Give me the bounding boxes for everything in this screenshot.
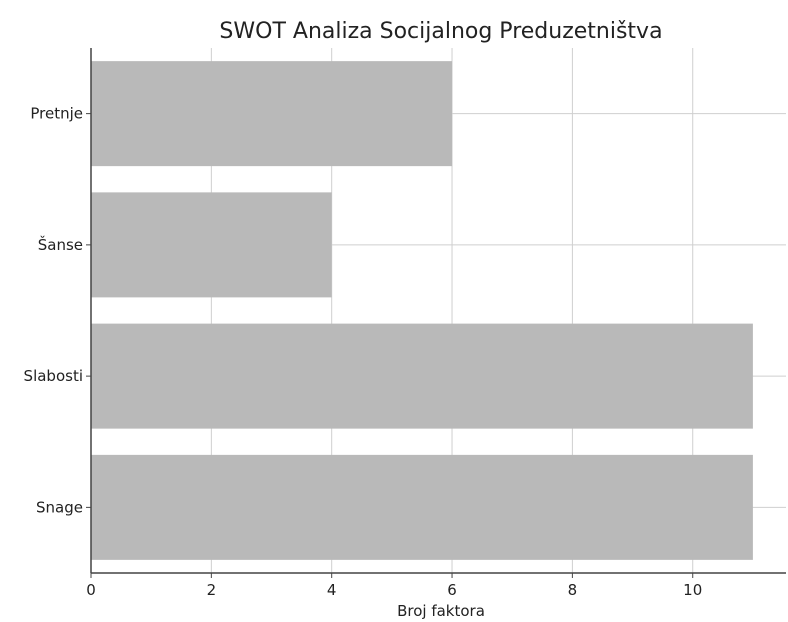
x-tick-label: 6 bbox=[447, 581, 457, 599]
x-tick-label: 4 bbox=[327, 581, 337, 599]
x-tick-label: 0 bbox=[86, 581, 96, 599]
bars-layer bbox=[91, 61, 753, 560]
axes-layer: 0 2 4 6 8 10 Snage Slabosti Šanse Pretnje bbox=[24, 48, 786, 599]
bar-pretnje bbox=[91, 61, 453, 167]
bar--anse bbox=[91, 192, 332, 298]
bar-slabosti bbox=[91, 323, 753, 429]
x-axis-label: Broj faktora bbox=[397, 602, 485, 620]
y-tick-label: Slabosti bbox=[24, 367, 83, 385]
y-tick-label: Šanse bbox=[38, 235, 83, 254]
x-tick-label: 8 bbox=[568, 581, 578, 599]
bar-snage bbox=[91, 454, 753, 560]
x-tick-label: 2 bbox=[207, 581, 217, 599]
y-tick-label: Pretnje bbox=[30, 105, 83, 123]
x-tick-label: 10 bbox=[683, 581, 702, 599]
chart-title: SWOT Analiza Socijalnog Preduzetništva bbox=[219, 19, 662, 44]
y-tick-label: Snage bbox=[36, 498, 83, 516]
